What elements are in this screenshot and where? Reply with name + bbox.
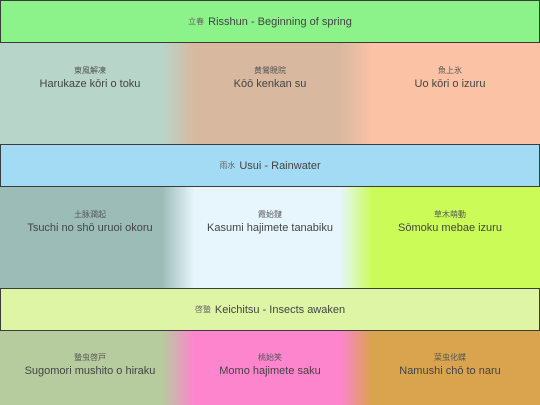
- phase-name: Tsuchi no shō uruoi okoru: [27, 222, 153, 234]
- phase-kanji: 黄鶯睍睆: [254, 66, 286, 75]
- phase-cell: 土脉潤起 Tsuchi no shō uruoi okoru: [0, 187, 180, 288]
- season-title: Keichitsu - Insects awaken: [214, 303, 346, 316]
- season-title: Usui - Rainwater: [239, 159, 321, 172]
- phase-kanji: 草木萌動: [434, 210, 466, 219]
- phase-name: Kōō kenkan su: [233, 78, 307, 90]
- phase-cell: 桃始笑 Momo hajimete saku: [180, 331, 360, 405]
- phase-name: Kasumi hajimete tanabiku: [207, 222, 333, 234]
- phase-row-risshun: 東風解凍 Harukaze kōri o toku 黄鶯睍睆 Kōō kenka…: [0, 43, 540, 144]
- phase-cell: 東風解凍 Harukaze kōri o toku: [0, 43, 180, 144]
- phase-name: Sugomori mushito o hiraku: [24, 365, 156, 377]
- season-title: Risshun - Beginning of spring: [208, 15, 352, 28]
- season-kanji: 立春: [188, 17, 205, 26]
- phase-kanji: 桃始笑: [258, 353, 282, 362]
- phase-kanji: 菜虫化蝶: [434, 353, 466, 362]
- phase-row-keichitsu: 蟄虫啓戸 Sugomori mushito o hiraku 桃始笑 Momo …: [0, 331, 540, 405]
- phase-name: Uo kōri o izuru: [414, 78, 486, 90]
- season-header-risshun: 立春 Risshun - Beginning of spring: [0, 0, 540, 43]
- phase-cell: 蟄虫啓戸 Sugomori mushito o hiraku: [0, 331, 180, 405]
- phase-cell: 黄鶯睍睆 Kōō kenkan su: [180, 43, 360, 144]
- season-kanji: 雨水: [219, 161, 236, 170]
- phase-cell: 霞始靆 Kasumi hajimete tanabiku: [180, 187, 360, 288]
- phase-cell: 草木萌動 Sōmoku mebae izuru: [360, 187, 540, 288]
- phase-kanji: 蟄虫啓戸: [74, 353, 106, 362]
- phase-kanji: 東風解凍: [74, 66, 106, 75]
- phase-name: Harukaze kōri o toku: [39, 78, 141, 90]
- phase-kanji: 霞始靆: [258, 210, 282, 219]
- phase-name: Namushi chō to naru: [399, 365, 501, 377]
- phase-kanji: 土脉潤起: [74, 210, 106, 219]
- phase-kanji: 魚上氷: [438, 66, 462, 75]
- phase-cell: 魚上氷 Uo kōri o izuru: [360, 43, 540, 144]
- season-header-keichitsu: 啓蟄 Keichitsu - Insects awaken: [0, 288, 540, 331]
- season-kanji: 啓蟄: [194, 305, 211, 314]
- phase-name: Sōmoku mebae izuru: [398, 222, 502, 234]
- phase-cell: 菜虫化蝶 Namushi chō to naru: [360, 331, 540, 405]
- season-header-usui: 雨水 Usui - Rainwater: [0, 144, 540, 187]
- phase-row-usui: 土脉潤起 Tsuchi no shō uruoi okoru 霞始靆 Kasum…: [0, 187, 540, 288]
- phase-name: Momo hajimete saku: [219, 365, 321, 377]
